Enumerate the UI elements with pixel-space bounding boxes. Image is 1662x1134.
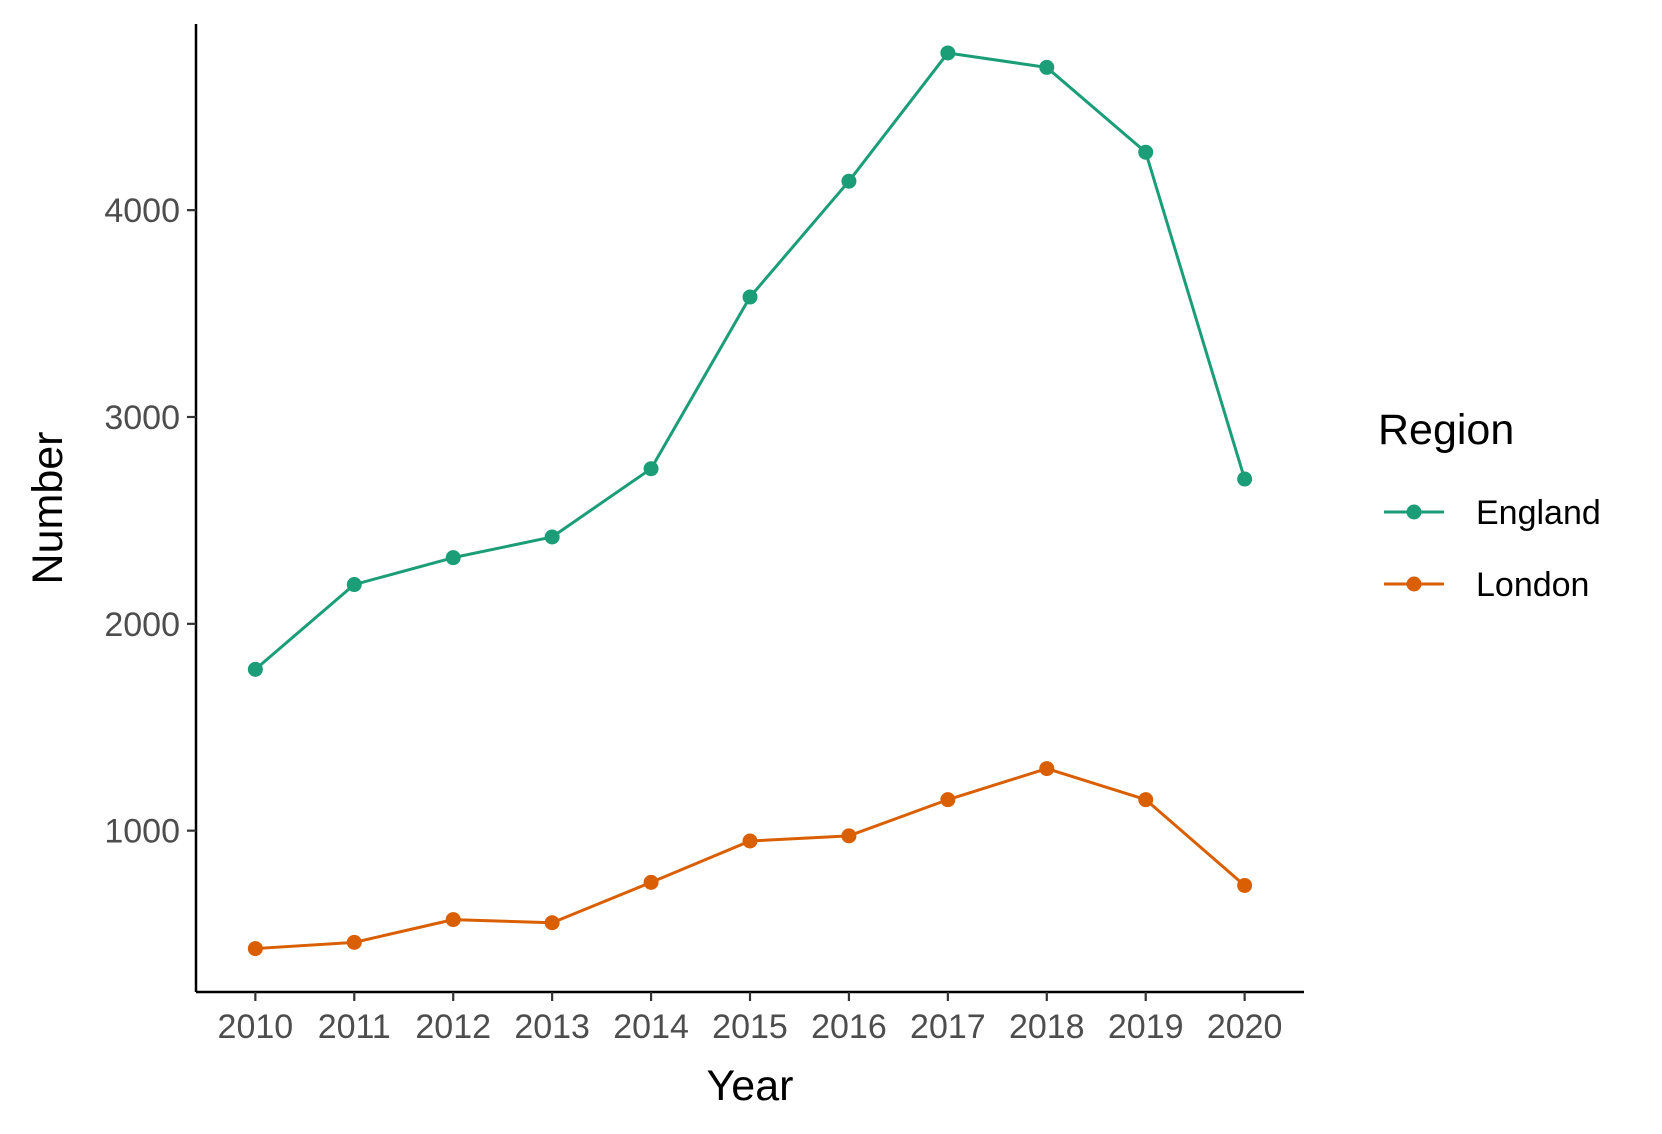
x-tick-label: 2011 <box>318 1008 391 1046</box>
series-england <box>247 45 1253 677</box>
data-point-england <box>643 461 659 477</box>
legend-item-london: London <box>1384 566 1589 604</box>
legend-label: England <box>1476 494 1601 532</box>
data-point-england <box>445 550 461 566</box>
y-axis-ticks: 1000 2000 3000 4000 <box>104 192 196 851</box>
x-axis-title: Year <box>707 1062 794 1110</box>
data-point-england <box>346 577 362 593</box>
data-point-london <box>1237 877 1253 893</box>
x-tick-label: 2017 <box>910 1008 986 1046</box>
y-tick-label: 1000 <box>104 813 180 851</box>
data-point-england <box>1039 59 1055 75</box>
data-point-london <box>1138 792 1154 808</box>
legend-label: London <box>1476 566 1589 604</box>
x-tick-label: 2018 <box>1009 1008 1085 1046</box>
data-point-london <box>544 915 560 931</box>
series-london <box>247 761 1253 957</box>
legend-item-england: England <box>1384 494 1601 532</box>
data-point-england <box>940 45 956 61</box>
legend-key-point <box>1406 504 1422 520</box>
data-point-england <box>544 529 560 545</box>
series-line-london <box>255 767 1246 951</box>
x-tick-label: 2010 <box>218 1008 294 1046</box>
data-point-england <box>1138 144 1154 160</box>
x-tick-label: 2013 <box>514 1008 590 1046</box>
data-point-london <box>247 941 263 957</box>
x-tick-label: 2020 <box>1207 1008 1283 1046</box>
x-tick-label: 2012 <box>415 1008 491 1046</box>
legend-key-point <box>1406 576 1422 592</box>
series-line-england <box>254 51 1247 671</box>
y-axis-title: Number <box>24 432 72 585</box>
data-point-london <box>643 874 659 890</box>
data-point-london <box>742 833 758 849</box>
data-point-england <box>742 289 758 305</box>
x-tick-label: 2016 <box>811 1008 887 1046</box>
data-point-england <box>841 173 857 189</box>
y-tick-label: 4000 <box>104 192 180 230</box>
legend-title: Region <box>1378 406 1514 454</box>
y-tick-label: 3000 <box>104 399 180 437</box>
data-point-england <box>247 661 263 677</box>
x-tick-label: 2014 <box>613 1008 689 1046</box>
x-axis-ticks: 2010 2011 2012 2013 2014 2015 2016 2017 2018 2019… <box>218 992 1283 1046</box>
data-point-london <box>940 792 956 808</box>
data-point-london <box>445 912 461 928</box>
legend: Region England London <box>1378 406 1601 604</box>
data-point-england <box>1237 471 1253 487</box>
data-point-london <box>346 934 362 950</box>
data-point-london <box>841 828 857 844</box>
data-point-london <box>1039 761 1055 777</box>
series-layer <box>247 45 1253 957</box>
x-tick-label: 2019 <box>1108 1008 1184 1046</box>
y-tick-label: 2000 <box>104 606 180 644</box>
x-tick-label: 2015 <box>712 1008 788 1046</box>
